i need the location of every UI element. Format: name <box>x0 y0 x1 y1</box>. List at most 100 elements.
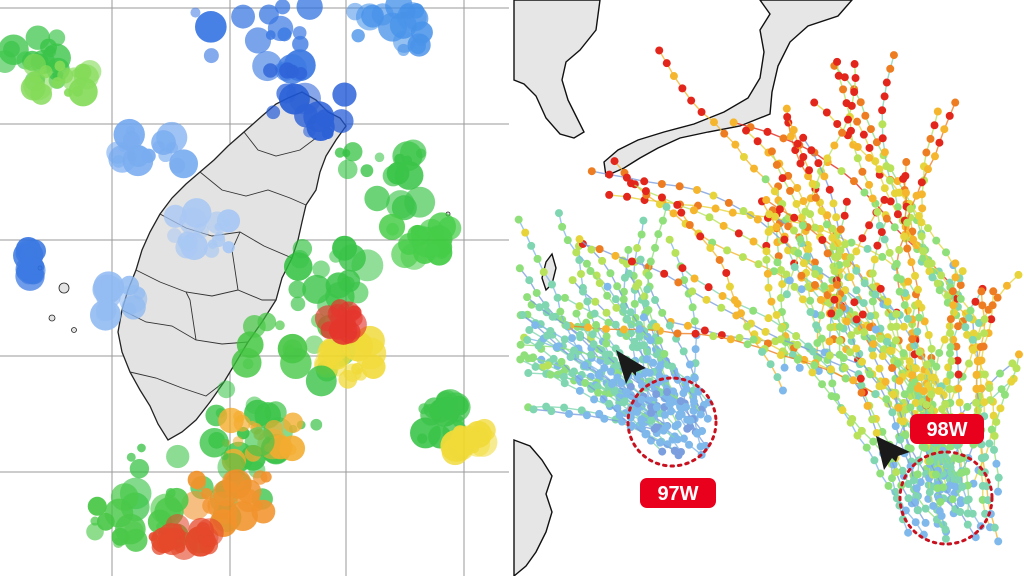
radar-echo <box>279 435 306 462</box>
track-point <box>852 247 861 256</box>
track-point <box>613 361 622 370</box>
track-point <box>749 335 758 344</box>
track-point <box>876 284 885 293</box>
track-point <box>673 420 682 429</box>
track-panel: 97W 98W <box>513 0 1024 576</box>
track-point <box>692 185 701 194</box>
track-point <box>903 314 912 323</box>
track-point <box>568 334 577 343</box>
track-point <box>913 327 922 336</box>
track-point <box>852 286 861 295</box>
track-point <box>605 399 614 408</box>
radar-echoes <box>0 0 498 560</box>
radar-echo <box>280 347 312 380</box>
radar-echo <box>260 471 272 483</box>
track-point <box>919 254 928 263</box>
track-point <box>688 303 697 312</box>
radar-echo <box>48 29 66 47</box>
track-point <box>560 403 569 412</box>
track-point <box>560 335 569 344</box>
track-point <box>985 439 994 448</box>
track-point <box>640 177 649 186</box>
track-point <box>872 138 881 147</box>
track-point <box>992 459 1001 468</box>
track-point <box>919 247 928 256</box>
track-point <box>803 252 812 261</box>
track-point <box>940 335 949 344</box>
track-point <box>549 354 558 363</box>
radar-echo <box>296 0 323 20</box>
track-point <box>704 283 713 292</box>
radar-echo <box>89 299 122 331</box>
track-point <box>937 271 946 280</box>
korea-landmass <box>513 0 601 139</box>
radar-echo <box>166 444 190 469</box>
track-point <box>799 133 808 142</box>
track-point <box>853 154 862 163</box>
track-point <box>646 257 655 266</box>
track-point <box>651 296 660 305</box>
track-point <box>966 306 975 315</box>
taiwan-landmass <box>117 91 347 441</box>
track-point <box>837 167 846 176</box>
radar-echo <box>174 529 186 541</box>
track-point <box>518 311 527 320</box>
track-point <box>961 323 970 332</box>
track-point <box>873 208 882 217</box>
track-point <box>834 71 843 80</box>
track-point <box>899 174 908 183</box>
track-point <box>665 235 674 244</box>
track-point <box>858 310 867 319</box>
track-point <box>849 376 858 385</box>
track-point <box>601 350 610 359</box>
track-point <box>972 384 981 393</box>
track-point <box>777 324 786 333</box>
track-point <box>786 186 795 195</box>
track-point <box>793 340 802 349</box>
radar-echo <box>96 512 115 531</box>
label-98w-box <box>910 414 984 444</box>
track-point <box>818 235 827 244</box>
radar-echo <box>258 4 279 25</box>
radar-echo <box>194 10 227 43</box>
track-point <box>931 470 940 479</box>
track-point <box>980 398 989 407</box>
track-point <box>610 387 619 396</box>
track-point <box>796 159 805 168</box>
track-point <box>658 308 667 317</box>
track-point <box>900 232 909 241</box>
track-point <box>891 336 900 345</box>
track-point <box>649 358 658 367</box>
track-point <box>678 84 687 93</box>
track-point <box>818 380 827 389</box>
track-point <box>914 212 923 221</box>
small-islands <box>37 211 451 333</box>
track-point <box>875 165 884 174</box>
track-point <box>663 388 672 397</box>
track-point <box>882 78 891 87</box>
track-point <box>623 315 632 324</box>
track-point <box>926 134 935 143</box>
track-point <box>773 373 782 382</box>
track-point <box>946 315 955 324</box>
track-point <box>832 393 841 402</box>
radar-echo <box>100 282 117 299</box>
track-point <box>866 125 875 134</box>
track-point <box>543 331 552 340</box>
track-point <box>937 511 946 520</box>
track-point <box>711 204 720 213</box>
track-point <box>913 506 922 515</box>
track-point <box>890 223 899 232</box>
track-point <box>853 117 862 126</box>
track-point <box>846 273 855 282</box>
track-point <box>849 177 858 186</box>
track-point <box>1014 270 1023 279</box>
track-point <box>903 218 912 227</box>
track-point <box>779 134 788 143</box>
track-point <box>591 297 600 306</box>
track-point <box>838 128 847 137</box>
track-point <box>858 234 867 243</box>
track-point <box>841 240 850 249</box>
track-point <box>825 185 834 194</box>
track-point <box>980 329 989 338</box>
